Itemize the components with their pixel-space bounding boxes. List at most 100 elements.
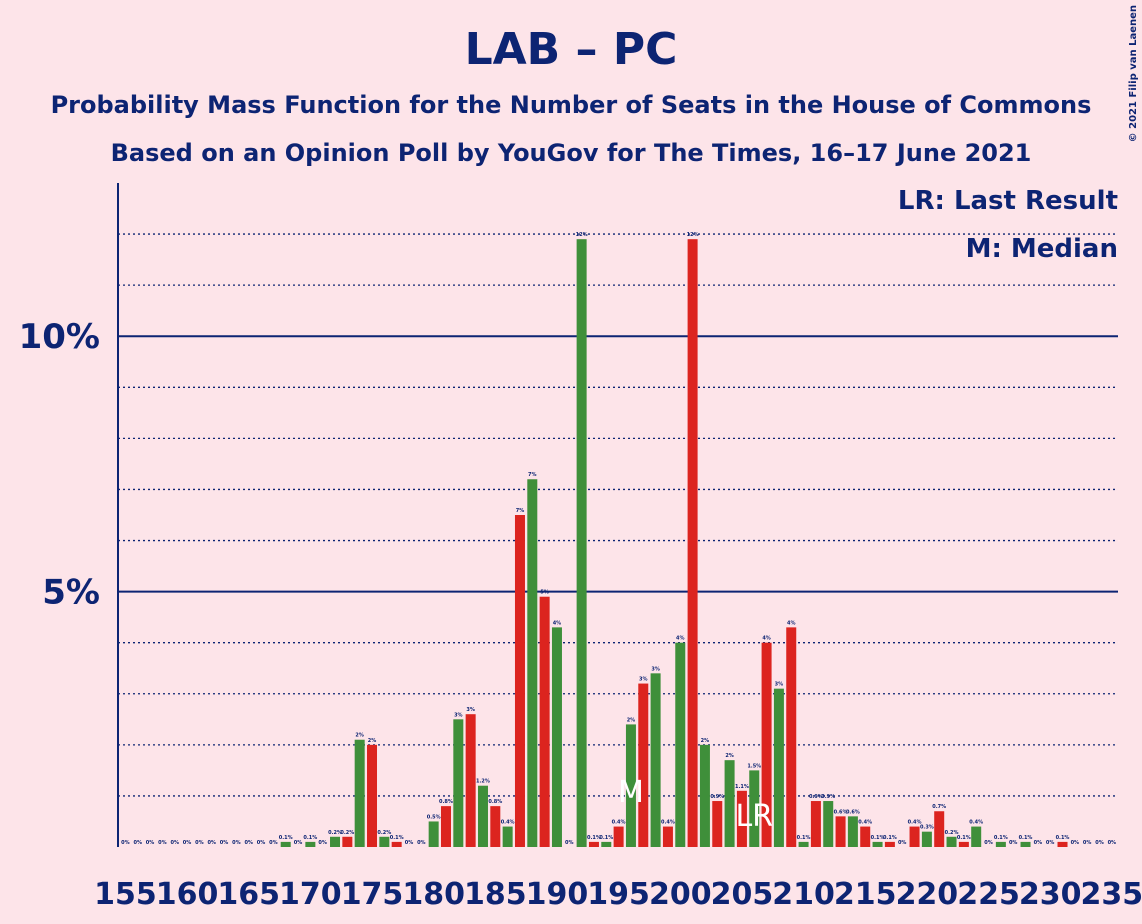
x-tick-label: 235 (1081, 877, 1142, 912)
value-label: 0.9% (809, 794, 823, 800)
value-label: 0% (133, 840, 142, 846)
bar (761, 642, 772, 847)
x-tick-label: 190 (526, 877, 589, 912)
bar (305, 841, 316, 847)
x-tick-label: 225 (957, 877, 1020, 912)
value-label: 0% (1046, 840, 1055, 846)
x-tick-label: 180 (402, 877, 465, 912)
bar (872, 841, 883, 847)
value-label: 3% (775, 682, 784, 688)
value-label: 4% (553, 620, 562, 626)
bar (971, 826, 982, 847)
bar (1057, 841, 1068, 847)
legend-entry: M: Median (966, 234, 1118, 264)
bar (428, 821, 439, 847)
value-label: 0% (158, 840, 167, 846)
bar (490, 806, 501, 847)
value-label: 0.2% (328, 830, 342, 836)
value-label: 0.4% (908, 820, 922, 826)
value-label: 12% (687, 232, 699, 238)
x-tick-label: 205 (711, 877, 774, 912)
value-label: 3% (466, 707, 475, 713)
value-label: 0% (170, 840, 179, 846)
value-label: 0% (1083, 840, 1092, 846)
value-label: 4% (762, 636, 771, 642)
bar (934, 811, 945, 847)
bar (514, 515, 525, 847)
value-label: 0.1% (279, 835, 293, 841)
bar (798, 841, 809, 847)
bar (625, 724, 636, 847)
value-label: 0.4% (612, 820, 626, 826)
value-label: 0% (898, 840, 907, 846)
bar (946, 836, 957, 847)
value-label: 0% (984, 840, 993, 846)
bar (773, 688, 784, 847)
bar (465, 714, 476, 847)
value-label: 0.5% (427, 814, 441, 820)
value-label: 0% (294, 840, 303, 846)
value-label: 1.1% (735, 784, 749, 790)
value-label: 0.1% (994, 835, 1008, 841)
value-label: 0.1% (599, 835, 613, 841)
value-label: 1.2% (476, 779, 490, 785)
bar (687, 239, 698, 847)
bar (860, 826, 871, 847)
chart-subtitle: Based on an Opinion Poll by YouGov for T… (111, 139, 1032, 167)
value-label: 0% (195, 840, 204, 846)
bar (724, 760, 735, 847)
bar (699, 744, 710, 847)
x-tick-label: 170 (279, 877, 342, 912)
value-label: 3% (454, 712, 463, 718)
marker-label: M (618, 775, 644, 810)
value-label: 1.5% (747, 763, 761, 769)
bar (551, 627, 562, 847)
chart-subtitle: Probability Mass Function for the Number… (51, 91, 1092, 119)
value-label: 4% (787, 620, 796, 626)
bar (539, 596, 550, 847)
bar (477, 785, 488, 847)
value-label: 0% (232, 840, 241, 846)
value-label: 0.1% (303, 835, 317, 841)
bar (823, 801, 834, 847)
value-label: 0% (207, 840, 216, 846)
bar (588, 841, 599, 847)
value-label: 0.4% (501, 820, 515, 826)
value-label: 0% (405, 840, 414, 846)
value-label: 0.1% (587, 835, 601, 841)
bar (601, 841, 612, 847)
bar (909, 826, 920, 847)
value-label: 0.1% (883, 835, 897, 841)
bar (453, 719, 464, 847)
bar (995, 841, 1006, 847)
value-label: 2% (368, 738, 377, 744)
value-label: 0% (269, 840, 278, 846)
value-label: 0% (121, 840, 130, 846)
bar (675, 642, 686, 847)
value-label: 0.2% (945, 830, 959, 836)
x-tick-label: 155 (94, 877, 157, 912)
bar (280, 841, 291, 847)
x-tick-label: 200 (649, 877, 712, 912)
bar (527, 479, 538, 847)
bar (662, 826, 673, 847)
value-label: 0% (183, 840, 192, 846)
value-label: 12% (576, 232, 588, 238)
value-label: 3% (651, 666, 660, 672)
value-label: 3% (639, 677, 648, 683)
bar (712, 801, 723, 847)
legend-entry: LR: Last Result (898, 186, 1118, 216)
copyright: © 2021 Filip van Laenen (1128, 5, 1139, 142)
value-label: 0.3% (920, 825, 934, 831)
value-label: 0% (1095, 840, 1104, 846)
bar (576, 239, 587, 847)
x-tick-label: 185 (464, 877, 527, 912)
bar (367, 744, 378, 847)
value-label: 0.9% (821, 794, 835, 800)
bar (638, 683, 649, 847)
value-label: 0% (1071, 840, 1080, 846)
value-label: 0.9% (710, 794, 724, 800)
value-label: 0% (318, 840, 327, 846)
bar (921, 831, 932, 847)
bar (810, 801, 821, 847)
